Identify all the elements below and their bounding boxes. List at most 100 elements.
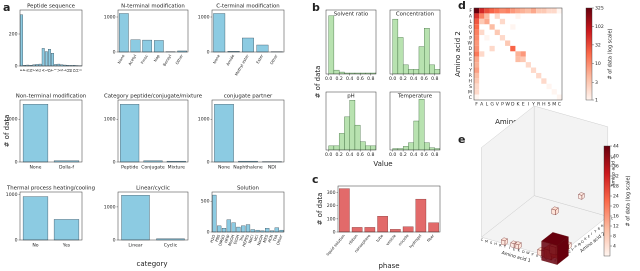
bar [428, 222, 439, 233]
colorbar [585, 7, 593, 101]
x-tick-label: W [505, 102, 510, 108]
axes-frame [19, 99, 83, 163]
x-tick-label: L [43, 68, 48, 71]
histogram-bar [365, 145, 371, 150]
x-tick-label: ribbon [347, 233, 359, 246]
x-tick-label: Other [269, 53, 279, 65]
x-tick-label: vesicle [385, 233, 398, 247]
colorbar-tick-label: 102 [595, 24, 604, 30]
y-tick-label: V [571, 248, 574, 252]
x-tick-label: F [19, 69, 24, 71]
heatmap-cell [484, 8, 490, 14]
bar [212, 194, 217, 233]
heatmap-cell [474, 89, 480, 95]
cube-face [514, 241, 522, 245]
x-tick-label: F [475, 102, 478, 108]
x-tick-label: 0.4 [346, 76, 353, 82]
cube [541, 232, 569, 265]
bar [274, 227, 279, 233]
y-tick-label: S [469, 84, 472, 90]
x-tick-label: Tris [238, 234, 245, 243]
axes-frame [117, 191, 189, 241]
heatmap-cell [541, 8, 547, 14]
heatmap-cell [484, 35, 490, 41]
heatmap-cell [474, 83, 480, 90]
heatmap-cell [505, 8, 511, 14]
x-tick-label: M [68, 69, 73, 72]
histogram-bar [408, 69, 414, 74]
y-tick-label: C [469, 95, 472, 101]
x-tick-label: H2O [209, 234, 217, 243]
x-tick-label: MES [262, 233, 270, 243]
histogram-bar [375, 71, 376, 74]
y-axis-label: Amino acid 2 [454, 31, 462, 77]
x-tick-label: HCl [253, 234, 260, 242]
y-axis-label: # of data [314, 66, 322, 99]
axes-frame [325, 91, 377, 151]
x-tick-label: D [522, 250, 525, 254]
y-tick-label: 200 [9, 32, 18, 38]
heatmap-cell [505, 40, 511, 46]
bar [44, 51, 48, 67]
x-tick-label: 0.8 [367, 76, 374, 82]
heatmap-cell [494, 13, 500, 19]
heatmap-cell [515, 8, 521, 14]
y-tick-label: D [581, 240, 584, 244]
colorbar-tick-label: 10 [595, 61, 601, 67]
cube-face [510, 240, 517, 244]
heatmap-cell [525, 8, 531, 14]
x-tick-label: hydrogel [408, 233, 423, 249]
y-tick-label: 0 [15, 64, 18, 70]
y-tick-label: E [469, 57, 472, 63]
panel-label: e [458, 133, 465, 146]
x-tick-label: Linear [128, 243, 142, 249]
x-tick-label: 0.0 [389, 76, 396, 82]
colorbar-tick-label: 16 [613, 214, 619, 220]
axes-frame [19, 191, 83, 241]
chart-title: Peptide sequence [27, 4, 76, 10]
x-tick-label: I [528, 102, 529, 108]
x-tick-label: S [59, 68, 64, 71]
heatmap-cell [520, 8, 526, 14]
x-tick-label: 0.6 [421, 76, 428, 82]
heatmap-cell [499, 8, 506, 14]
x-tick-label: 0.4 [410, 76, 417, 82]
y-tick-label: G [568, 250, 571, 254]
x-tick-label: 0.6 [421, 152, 428, 158]
histogram-bar [413, 120, 420, 150]
x-tick-label: liquid solution [325, 233, 346, 257]
colorbar-tick-label: 1 [595, 98, 598, 104]
x-tick-label: 0.6 [357, 152, 364, 158]
heatmap-cell [520, 56, 526, 63]
heatmap-cell [510, 24, 516, 30]
bar [130, 39, 141, 53]
bar [279, 229, 284, 233]
y-tick-label: 0 [207, 230, 210, 236]
bar [231, 222, 236, 233]
histogram-bar [328, 145, 335, 150]
x-tick-label: TFA [271, 234, 278, 243]
x-tick-label: E [522, 102, 525, 108]
y-tick-label: 300 [327, 190, 336, 196]
x-tick-label: R [25, 69, 30, 72]
x-tick-label: 0.8 [431, 152, 438, 158]
x-tick-label: Methyl ester [234, 53, 250, 76]
y-tick-label: 0 [15, 160, 18, 166]
heatmap-cell [474, 62, 480, 68]
y-tick-label: V [469, 30, 473, 36]
x-axis-label: category [137, 260, 168, 268]
histogram-bar [418, 46, 425, 74]
bar [213, 13, 226, 53]
x-tick-label: P [22, 68, 27, 71]
histogram-bar [418, 99, 425, 150]
y-tick-label: F [469, 8, 472, 14]
y-tick-label: 200 [327, 203, 336, 209]
y-axis-label: # of data [3, 115, 11, 148]
chart-title: conjugate partner [224, 94, 273, 100]
bar [402, 226, 414, 233]
y-tick-label: 1000 [6, 192, 18, 198]
cube [500, 237, 508, 246]
colorbar-tick-label: 40 [613, 154, 619, 160]
histogram-bar [424, 28, 430, 74]
bar [415, 198, 427, 233]
